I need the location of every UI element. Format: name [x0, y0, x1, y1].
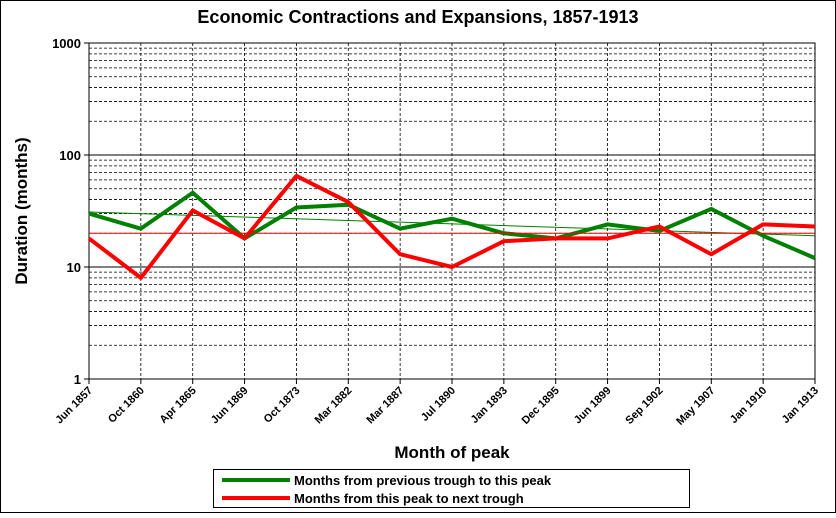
line-series — [88, 190, 816, 260]
x-axis-label: Month of peak — [394, 443, 510, 462]
chart-title: Economic Contractions and Expansions, 18… — [197, 7, 638, 27]
line-series — [87, 173, 816, 280]
plot — [87, 173, 816, 280]
trend-line — [88, 211, 816, 237]
legend — [213, 469, 690, 508]
y-tick-label: 10 — [67, 260, 81, 275]
y-tick-label: 100 — [59, 148, 81, 163]
y-tick-label: 1000 — [52, 36, 81, 51]
y-tick-label: 1 — [74, 372, 81, 387]
legend-items: Months from previous trough to this peak… — [222, 473, 552, 506]
plot-border — [88, 42, 816, 380]
legend-label: Months from previous trough to this peak — [294, 473, 552, 488]
y-axis-label: Duration (months) — [12, 137, 31, 284]
legend-label: Months from this peak to next trough — [294, 491, 524, 506]
